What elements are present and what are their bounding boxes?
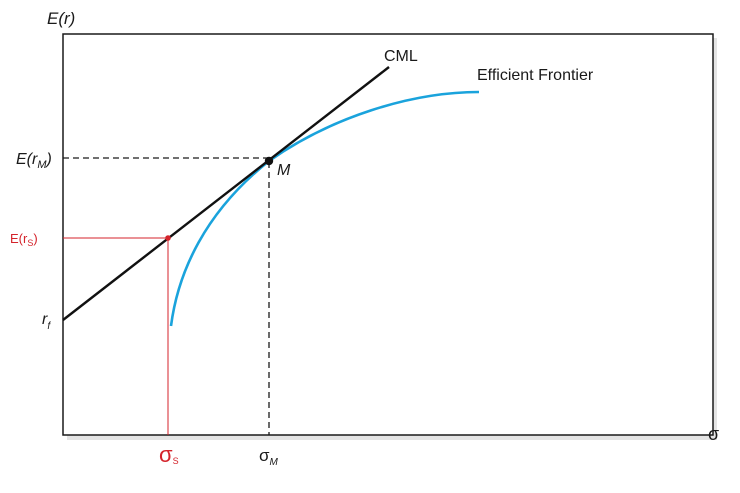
frontier-label: Efficient Frontier	[477, 67, 594, 84]
cml-line	[62, 66, 390, 321]
sigma-m-label: σM	[259, 446, 279, 468]
cml-label: CML	[384, 48, 418, 65]
market-portfolio-point	[264, 156, 274, 166]
risk-free-rate-label: rf	[42, 311, 51, 332]
expected-return-m-label: E(rM)	[16, 151, 52, 171]
market-point-label: M	[277, 162, 291, 179]
portfolio-s-point	[165, 235, 171, 241]
plot-frame	[62, 33, 714, 436]
y-axis-label: E(r)	[47, 9, 75, 28]
expected-return-s-label: E(rS)	[10, 231, 38, 248]
x-axis-label: σ	[708, 424, 719, 444]
sigma-s-label: σS	[159, 442, 179, 467]
